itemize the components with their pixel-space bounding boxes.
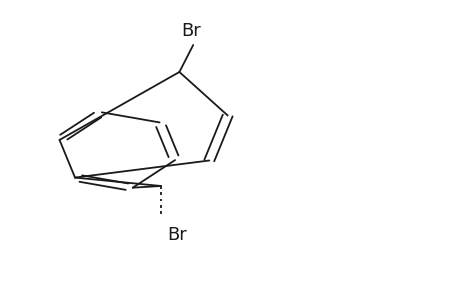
Text: Br: Br <box>181 22 200 40</box>
Text: Br: Br <box>167 226 186 244</box>
